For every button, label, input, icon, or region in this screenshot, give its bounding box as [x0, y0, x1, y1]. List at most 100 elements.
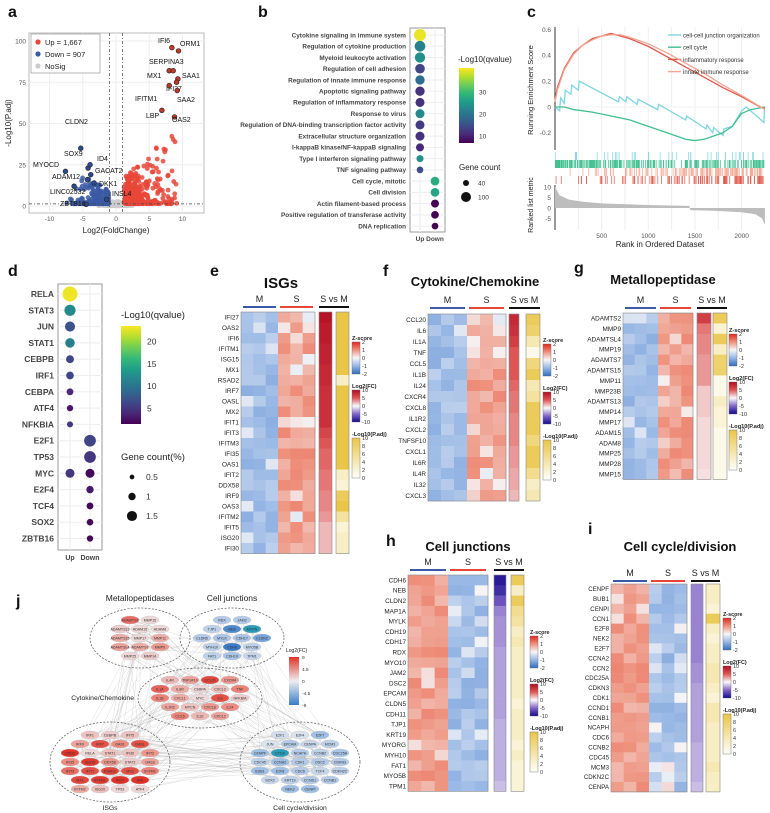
volcano-point-up	[153, 201, 159, 206]
cluster-label-metallo: Metallopeptidases	[106, 593, 175, 603]
network-node	[290, 757, 310, 767]
padj-legend-tick: 0	[540, 770, 543, 776]
heatmap-cell-zscore	[480, 413, 494, 425]
network-node-label: RSAD2	[104, 769, 116, 773]
heatmap-cell-zscore	[646, 333, 659, 345]
heatmap-cell-zscore	[681, 385, 694, 397]
padj-legend-colorbar	[728, 429, 738, 471]
heatmap-cell-zscore	[623, 344, 635, 355]
go-term-label: Cytokine signaling in immune system	[292, 32, 407, 39]
heatmap-cell-padj	[336, 385, 349, 397]
heatmap-cell-padj	[706, 593, 720, 605]
padj-legend-colorbar	[529, 731, 539, 773]
heatmap-cell-padj	[713, 437, 727, 449]
heatmap-cell-zscore	[474, 708, 489, 720]
heatmap-cell-zscore	[611, 762, 624, 773]
heatmap-cell-padj	[336, 469, 349, 481]
heatmap-cell-zscore	[253, 354, 266, 365]
heatmap-cell-zscore	[278, 354, 291, 365]
gene-label: CDH11	[386, 711, 407, 718]
group-bar-s	[651, 580, 685, 582]
zscore-legend-tick: 0	[739, 348, 742, 354]
network-node	[110, 642, 130, 652]
size-legend-title: Gene count(%)	[121, 452, 185, 463]
heatmap-title: Cell junctions	[425, 539, 510, 554]
heatmap-cell-zscore	[649, 623, 662, 634]
heatmap-cell-zscore	[253, 427, 266, 439]
heatmap-cell-zscore	[623, 385, 635, 397]
gene-label: CXCL1	[405, 449, 426, 456]
network-node-label: MMP9	[155, 645, 165, 649]
heatmap-cell-zscore	[421, 595, 435, 607]
gene-label: CCND1	[588, 705, 610, 712]
padj-legend-tick: 4	[733, 736, 736, 742]
heatmap-cell-zscore	[302, 501, 316, 512]
network-node	[252, 633, 272, 643]
network-node-label: IFIT5	[126, 733, 134, 737]
network-node-label: FAT1	[208, 654, 216, 658]
network-edge	[309, 761, 341, 790]
go-term-dot	[415, 120, 425, 130]
heatmap-cell-zscore	[636, 603, 650, 614]
network-node	[60, 748, 80, 758]
heatmap-cell-padj	[706, 732, 720, 743]
heatmap-cell-padj	[511, 698, 524, 710]
heatmap-cell-zscore	[302, 322, 316, 334]
heatmap-cell-zscore	[265, 312, 279, 323]
colorbar-tick: 5	[147, 403, 152, 413]
heatmap-cell-zscore	[661, 603, 675, 614]
gene-label: BUB1	[593, 596, 610, 603]
network-node-label: MMP11	[154, 636, 166, 640]
heatmap-cell-zscore	[441, 413, 455, 425]
heatmap-cell-zscore	[278, 459, 291, 470]
heatmap-cell-zscore	[623, 683, 637, 694]
gene-label: ISG15	[221, 357, 240, 364]
heatmap-cell-zscore	[611, 712, 624, 723]
volcano-point-up	[131, 200, 137, 206]
heatmap-cell-log2fc	[494, 781, 506, 792]
network-edge	[149, 637, 203, 657]
heatmap-cell-zscore	[480, 391, 494, 403]
heatmap-cell-zscore	[480, 490, 494, 502]
network-colorbar	[289, 657, 299, 705]
heatmap-cell-zscore	[421, 719, 435, 730]
heatmap-cell-zscore	[253, 385, 266, 397]
volcano-point-up	[154, 156, 160, 162]
heatmap-cell-padj	[336, 375, 349, 386]
legend-marker	[35, 63, 41, 69]
heatmap-cell-padj	[706, 772, 720, 783]
heatmap-cell-log2fc	[319, 333, 332, 344]
heatmap-cell-zscore	[448, 647, 462, 658]
heatmap-cell-zscore	[253, 543, 266, 554]
network-node-label: MYO5B	[246, 645, 259, 649]
heatmap-cell-zscore	[674, 712, 688, 723]
heatmap-cell-zscore	[623, 375, 635, 387]
network-node	[150, 633, 170, 643]
heatmap-cell-padj	[713, 448, 727, 459]
heatmap-cell-zscore	[421, 585, 435, 596]
heatmap-cell-zscore	[428, 347, 442, 359]
network-node-label: CCNB2	[314, 751, 326, 755]
network-node-label: ISG15	[85, 760, 95, 764]
log2fc-legend-tick: 5	[540, 690, 543, 696]
heatmap-cell-zscore	[681, 313, 694, 324]
heatmap-cell-zscore	[265, 396, 279, 407]
heatmap-cell-zscore	[658, 469, 670, 480]
heatmap-cell-zscore	[290, 459, 303, 470]
gene-label: IRF7	[225, 388, 239, 395]
network-legend-tick: -4.5	[302, 691, 311, 697]
volcano-point-up	[126, 192, 132, 198]
gene-label: KRT19	[386, 732, 406, 739]
gene-label: IFIT1	[224, 420, 239, 427]
heatmap-cell-log2fc	[691, 742, 703, 753]
heatmap-border	[508, 313, 520, 502]
heatmap-cell-zscore	[674, 603, 688, 614]
gene-label: LBP	[146, 113, 160, 120]
y-tick-label: 0	[22, 204, 26, 211]
heatmap-cell-zscore	[658, 313, 670, 324]
group-bar-m	[430, 307, 465, 309]
heatmap-cell-zscore	[474, 698, 489, 710]
network-edge	[139, 770, 321, 781]
network-node-label: E2F7	[316, 733, 325, 737]
zscore-legend-tick: -1	[540, 658, 545, 664]
